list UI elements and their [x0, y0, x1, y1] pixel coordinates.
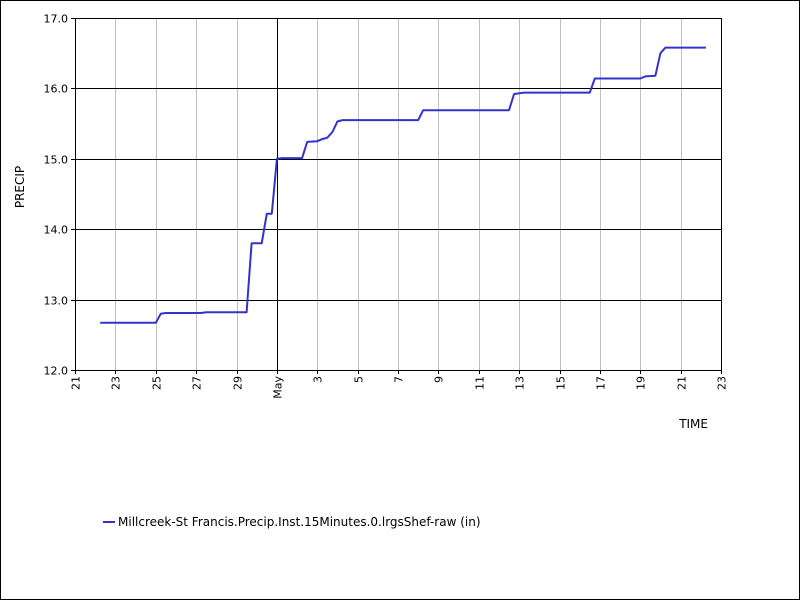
series-line — [100, 46, 706, 324]
x-tick-label: 21 — [676, 376, 689, 390]
x-tick-label: 23 — [110, 376, 123, 390]
x-tick-label: 3 — [312, 376, 325, 383]
x-tick-label: 23 — [716, 376, 729, 390]
x-tick-label: 19 — [635, 376, 648, 390]
x-tick-label: 13 — [514, 376, 527, 390]
y-tick-label: 16.0 — [44, 83, 69, 96]
chart-legend: Millcreek-St Francis.Precip.Inst.15Minut… — [103, 514, 481, 530]
y-tick-label: 15.0 — [44, 154, 69, 167]
x-tick-label: 17 — [595, 376, 608, 390]
x-tick-label: 9 — [433, 376, 446, 383]
x-tick-label: 11 — [474, 376, 487, 390]
x-tick-label: 25 — [151, 376, 164, 390]
x-tick-label: 27 — [191, 376, 204, 390]
legend-swatch — [103, 521, 115, 523]
x-tick-label: May — [272, 376, 285, 399]
x-tick-label: 29 — [232, 376, 245, 390]
x-tick-label: 15 — [555, 376, 568, 390]
x-tick-label: 5 — [353, 376, 366, 383]
legend-label: Millcreek-St Francis.Precip.Inst.15Minut… — [118, 515, 481, 529]
y-tick-label: 12.0 — [44, 365, 69, 378]
x-tick-label: 7 — [393, 376, 406, 383]
y-tick-label: 14.0 — [44, 224, 69, 237]
y-tick-label: 13.0 — [44, 295, 69, 308]
y-axis-title: PRECIP — [13, 166, 27, 208]
y-tick-label: 17.0 — [44, 13, 69, 26]
x-axis-title: TIME — [678, 417, 708, 431]
x-tick-label: 21 — [70, 376, 83, 390]
